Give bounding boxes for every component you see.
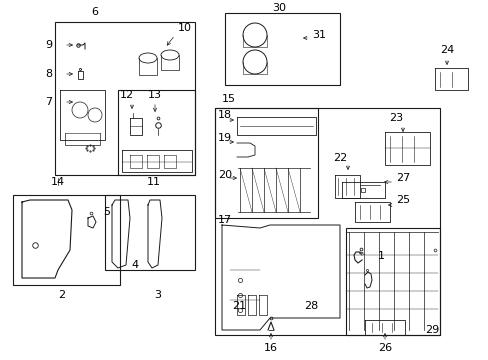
- Text: 25: 25: [395, 195, 409, 205]
- Text: 12: 12: [120, 90, 134, 100]
- Text: 28: 28: [304, 301, 318, 311]
- Text: 5: 5: [103, 207, 110, 217]
- Text: 4: 4: [131, 260, 138, 270]
- Text: 24: 24: [439, 45, 453, 55]
- Text: 21: 21: [231, 301, 245, 311]
- Bar: [346, 228, 439, 335]
- Text: 17: 17: [218, 215, 232, 225]
- Text: 9: 9: [45, 40, 52, 50]
- Bar: [105, 195, 195, 270]
- Text: 10: 10: [178, 23, 192, 33]
- Text: 8: 8: [45, 69, 52, 79]
- Bar: [13, 195, 120, 285]
- Text: 27: 27: [395, 173, 409, 183]
- Text: 6: 6: [91, 7, 98, 17]
- Text: 22: 22: [332, 153, 346, 163]
- Text: 18: 18: [218, 110, 232, 120]
- Text: 2: 2: [59, 290, 65, 300]
- Text: 26: 26: [377, 343, 391, 353]
- Text: 31: 31: [311, 30, 325, 40]
- Text: 15: 15: [222, 94, 236, 104]
- Text: 14: 14: [51, 177, 65, 187]
- Text: 11: 11: [147, 177, 161, 187]
- Bar: [55, 22, 195, 175]
- Text: 19: 19: [218, 133, 232, 143]
- Text: 1: 1: [377, 251, 384, 261]
- Text: 20: 20: [218, 170, 232, 180]
- Bar: [118, 90, 195, 175]
- Text: 7: 7: [45, 97, 52, 107]
- Bar: [224, 13, 339, 85]
- Bar: [215, 108, 439, 335]
- Text: 3: 3: [154, 290, 161, 300]
- Text: 23: 23: [388, 113, 402, 123]
- Text: 16: 16: [264, 343, 278, 353]
- Text: 30: 30: [271, 3, 285, 13]
- Bar: [215, 108, 317, 218]
- Text: 13: 13: [148, 90, 162, 100]
- Text: 29: 29: [424, 325, 438, 335]
